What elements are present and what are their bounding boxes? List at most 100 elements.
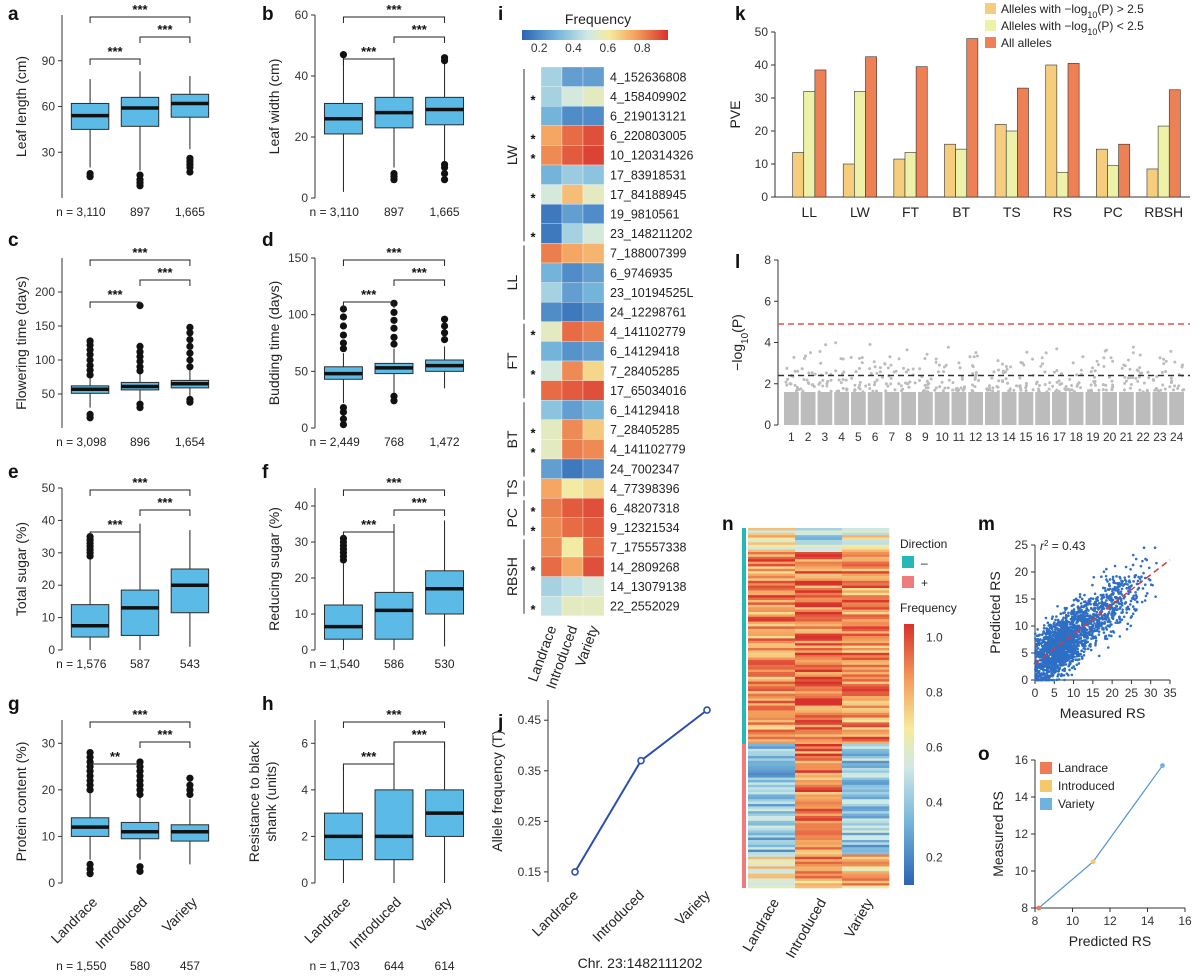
manhattan-point	[951, 388, 955, 392]
heatmap-cell	[842, 880, 890, 884]
heatmap-cell	[795, 780, 843, 783]
heatmap-cell	[540, 439, 563, 460]
manhattan-point	[857, 366, 861, 370]
y-axis-label: Protein content (%)	[13, 742, 29, 862]
y-tick-label: 2	[301, 829, 308, 843]
scatter-point	[1064, 620, 1068, 624]
manhattan-point	[1001, 371, 1005, 375]
heatmap-cell	[842, 777, 890, 781]
heatmap-cell	[842, 535, 890, 538]
heatmap-cell	[842, 758, 890, 762]
manhattan-point	[973, 377, 977, 381]
legend-label-cond: (P) < 2.5	[1097, 19, 1144, 33]
heatmap-cell	[795, 756, 843, 759]
manhattan-point	[926, 386, 930, 390]
scatter-point	[1040, 641, 1044, 645]
heatmap-cell	[748, 636, 796, 639]
chromosome-label: 4	[838, 430, 845, 444]
scatter-point	[1070, 622, 1074, 626]
manhattan-point	[1177, 384, 1181, 388]
heatmap-cell	[842, 684, 890, 687]
manhattan-point	[884, 382, 888, 386]
bar	[1118, 143, 1131, 198]
scatter-point	[1083, 639, 1087, 642]
heatmap-cell	[582, 223, 605, 244]
scatter-point	[1072, 642, 1076, 646]
scatter-point	[1097, 654, 1101, 658]
manhattan-point	[960, 377, 964, 381]
scatter-point	[1075, 611, 1079, 614]
heatmap-cell	[795, 556, 843, 560]
heatmap-cell	[748, 664, 796, 668]
bar	[1146, 168, 1159, 198]
manhattan-point	[988, 388, 992, 392]
heatmap-cell	[842, 789, 890, 793]
y-tick-label: 0	[1021, 673, 1028, 687]
manhattan-point	[1122, 388, 1126, 392]
heatmap-cell	[561, 204, 584, 224]
scatter-point	[1044, 660, 1048, 664]
y-tick-label: 100	[35, 353, 55, 367]
manhattan-point	[1155, 388, 1159, 392]
heatmap-cell	[842, 741, 890, 745]
manhattan-point	[918, 378, 922, 382]
manhattan-point	[854, 370, 858, 374]
scatter-point	[1111, 608, 1115, 612]
frequency-legend-title: Frequency	[900, 601, 957, 615]
heatmap-cell	[748, 849, 796, 853]
heatmap-cell	[795, 607, 843, 610]
heatmap-cell	[842, 686, 890, 690]
outlier-point	[440, 54, 449, 62]
manhattan-band	[884, 392, 900, 425]
chromosome-label: 1	[788, 430, 795, 444]
heatmap-cell	[795, 676, 843, 680]
heatmap-cell	[795, 544, 843, 548]
manhattan-point	[868, 386, 872, 390]
snp-label: 6_219013121	[610, 110, 687, 124]
manhattan-point	[819, 361, 823, 365]
heatmap-cell	[748, 568, 796, 572]
scatter-point	[1079, 634, 1083, 637]
heatmap-cell	[795, 561, 843, 565]
chromosome-label: 13	[986, 430, 1000, 444]
scatter-point	[1054, 661, 1057, 665]
manhattan-point	[1006, 381, 1010, 385]
scatter-point	[1142, 571, 1145, 575]
heatmap-cell	[748, 847, 796, 850]
manhattan-point	[974, 373, 978, 377]
scatter-point	[1044, 616, 1048, 620]
scatter-point	[1083, 604, 1086, 608]
manhattan-point	[1104, 388, 1108, 392]
scatter-point	[1046, 621, 1050, 625]
heatmap-cell	[561, 517, 584, 538]
heatmap-cell	[582, 321, 605, 342]
chromosome-label: 12	[969, 430, 983, 444]
heatmap-cell	[540, 164, 563, 185]
outlier-point	[136, 342, 144, 350]
heatmap-cell	[795, 854, 843, 858]
heatmap-cell	[795, 655, 843, 658]
heatmap-cell	[748, 852, 796, 855]
manhattan-band	[968, 392, 983, 425]
snp-label: 17_65034016	[610, 384, 687, 398]
manhattan-point	[1055, 368, 1059, 372]
scatter-point	[1119, 605, 1122, 609]
heatmap-cell	[842, 672, 890, 675]
scatter-point	[1107, 634, 1111, 637]
scatter-point	[1050, 636, 1054, 640]
heatmap-cell	[748, 547, 796, 550]
direction-swatch-plus	[902, 576, 914, 588]
scatter-point	[1116, 585, 1120, 589]
y-tick-label: 10	[42, 611, 56, 625]
heatmap-cell	[748, 571, 796, 574]
manhattan-point	[1134, 376, 1138, 380]
trait-group-label: LW	[504, 144, 520, 165]
scatter-point	[1053, 640, 1056, 643]
y-axis-label-suffix: (P)	[729, 314, 745, 333]
heatmap-cell	[795, 825, 843, 829]
y-tick-label: 90	[42, 54, 56, 68]
scatter-point	[1082, 600, 1086, 604]
